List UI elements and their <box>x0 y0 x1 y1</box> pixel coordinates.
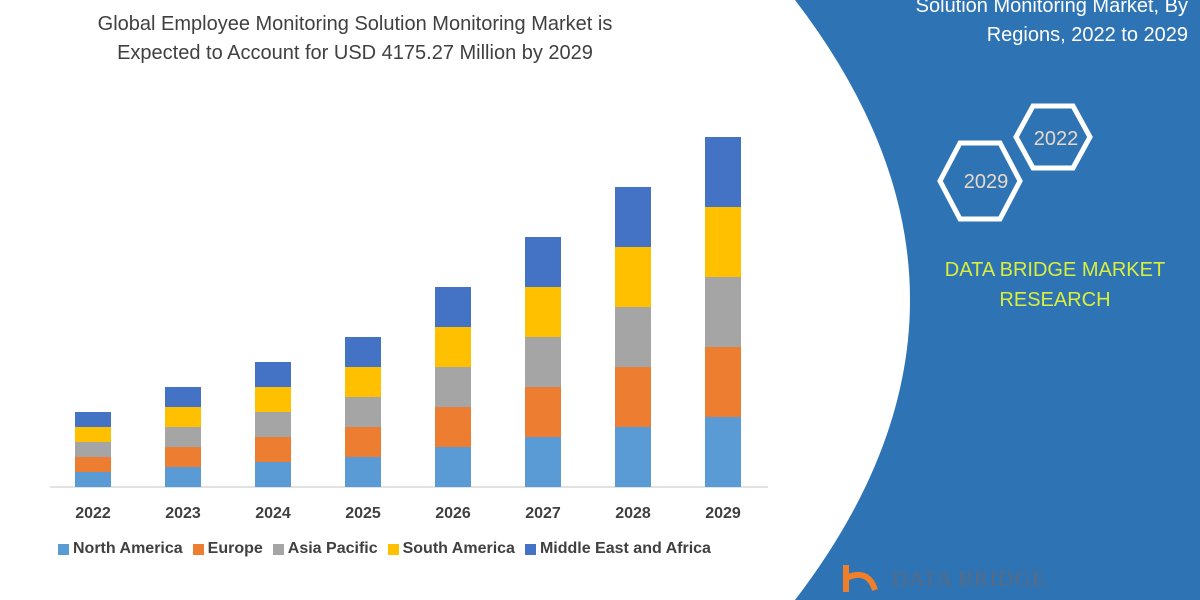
bar-segment-2024-north-america <box>255 462 291 487</box>
bar-segment-2029-south-america <box>705 207 741 277</box>
bar-segment-2027-middle-east-and-africa <box>525 237 561 287</box>
brand-line-2: RESEARCH <box>999 289 1111 311</box>
bar-segment-2029-europe <box>705 347 741 417</box>
bar-segment-2023-north-america <box>165 467 201 487</box>
x-tick-label: 2024 <box>255 505 291 522</box>
bar-segment-2024-south-america <box>255 387 291 412</box>
bar-segment-2025-europe <box>345 427 381 457</box>
hexagon-label-2029: 2029 <box>964 171 1009 193</box>
legend-item-north-america: North America <box>58 540 183 558</box>
hexagon-2029 <box>937 140 1023 222</box>
bar-segment-2027-north-america <box>525 437 561 487</box>
legend-swatch <box>387 543 399 555</box>
bar-segment-2028-europe <box>615 367 651 427</box>
bar-segment-2022-asia-pacific <box>75 442 111 457</box>
bar-segment-2025-asia-pacific <box>345 397 381 427</box>
side-panel-title: Solution Monitoring Market, By Regions, … <box>808 0 1188 50</box>
logo-text: DATA BRIDGE <box>892 566 1047 591</box>
legend-label: Middle East and Africa <box>539 540 711 557</box>
brand-name: DATA BRIDGE MARKET RESEARCH <box>930 255 1180 315</box>
legend-item-europe: Europe <box>192 540 263 558</box>
bar-segment-2028-middle-east-and-africa <box>615 187 651 247</box>
bar-segment-2022-middle-east-and-africa <box>75 412 111 427</box>
legend-label: South America <box>402 540 515 557</box>
x-tick-label: 2026 <box>435 505 471 522</box>
legend-swatch <box>192 543 204 555</box>
bar-segment-2023-europe <box>165 447 201 467</box>
x-tick-label: 2029 <box>705 505 741 522</box>
bar-segment-2028-north-america <box>615 427 651 487</box>
legend-label: Asia Pacific <box>287 540 378 557</box>
bar-segment-2023-asia-pacific <box>165 427 201 447</box>
bar-segment-2025-south-america <box>345 367 381 397</box>
bar-segment-2027-asia-pacific <box>525 337 561 387</box>
chart-title-line-1: Global Employee Monitoring Solution Moni… <box>97 13 613 35</box>
bar-segment-2025-north-america <box>345 457 381 487</box>
bar-segment-2024-europe <box>255 437 291 462</box>
side-title-line-1: Solution Monitoring Market, By <box>915 0 1188 17</box>
x-tick-label: 2027 <box>525 505 561 522</box>
bar-segment-2026-europe <box>435 407 471 447</box>
bar-segment-2027-south-america <box>525 287 561 337</box>
side-title-line-2: Regions, 2022 to 2029 <box>986 24 1188 46</box>
x-tick-label: 2023 <box>165 505 201 522</box>
chart-title: Global Employee Monitoring Solution Moni… <box>20 10 690 68</box>
bar-segment-2026-north-america <box>435 447 471 487</box>
brand-line-1: DATA BRIDGE MARKET <box>944 259 1166 281</box>
bar-segment-2026-asia-pacific <box>435 367 471 407</box>
bar-segment-2024-middle-east-and-africa <box>255 362 291 387</box>
bar-segment-2023-middle-east-and-africa <box>165 387 201 407</box>
bar-segment-2022-north-america <box>75 472 111 487</box>
legend: North America Europe Asia Pacific South … <box>58 540 711 558</box>
bar-segment-2028-south-america <box>615 247 651 307</box>
bar-segment-2024-asia-pacific <box>255 412 291 437</box>
hexagon-label-2022: 2022 <box>1034 128 1079 150</box>
bar-segment-2022-europe <box>75 457 111 472</box>
x-tick-label: 2028 <box>615 505 651 522</box>
chart-title-line-2: Expected to Account for USD 4175.27 Mill… <box>117 42 593 64</box>
bar-segment-2027-europe <box>525 387 561 437</box>
bar-segment-2028-asia-pacific <box>615 307 651 367</box>
legend-swatch <box>272 543 284 555</box>
blue-side-panel <box>795 0 1200 600</box>
legend-swatch <box>58 543 69 555</box>
bar-segment-2029-middle-east-and-africa <box>705 137 741 207</box>
legend-label: Europe <box>207 540 263 557</box>
legend-item-middle-east-africa: Middle East and Africa <box>524 540 711 558</box>
legend-item-south-america: South America <box>387 540 515 558</box>
x-tick-label: 2022 <box>75 505 111 522</box>
bar-segment-2022-south-america <box>75 427 111 442</box>
legend-swatch <box>524 543 536 555</box>
legend-item-asia-pacific: Asia Pacific <box>272 540 378 558</box>
bar-segment-2026-middle-east-and-africa <box>435 287 471 327</box>
x-tick-label: 2025 <box>345 505 381 522</box>
bar-segment-2029-north-america <box>705 417 741 487</box>
legend-label: North America <box>73 540 183 557</box>
hexagon-2022 <box>1013 103 1093 171</box>
bar-segment-2029-asia-pacific <box>705 277 741 347</box>
bar-segment-2026-south-america <box>435 327 471 367</box>
bar-segment-2025-middle-east-and-africa <box>345 337 381 367</box>
bar-segment-2023-south-america <box>165 407 201 427</box>
logo-icon <box>843 565 878 592</box>
